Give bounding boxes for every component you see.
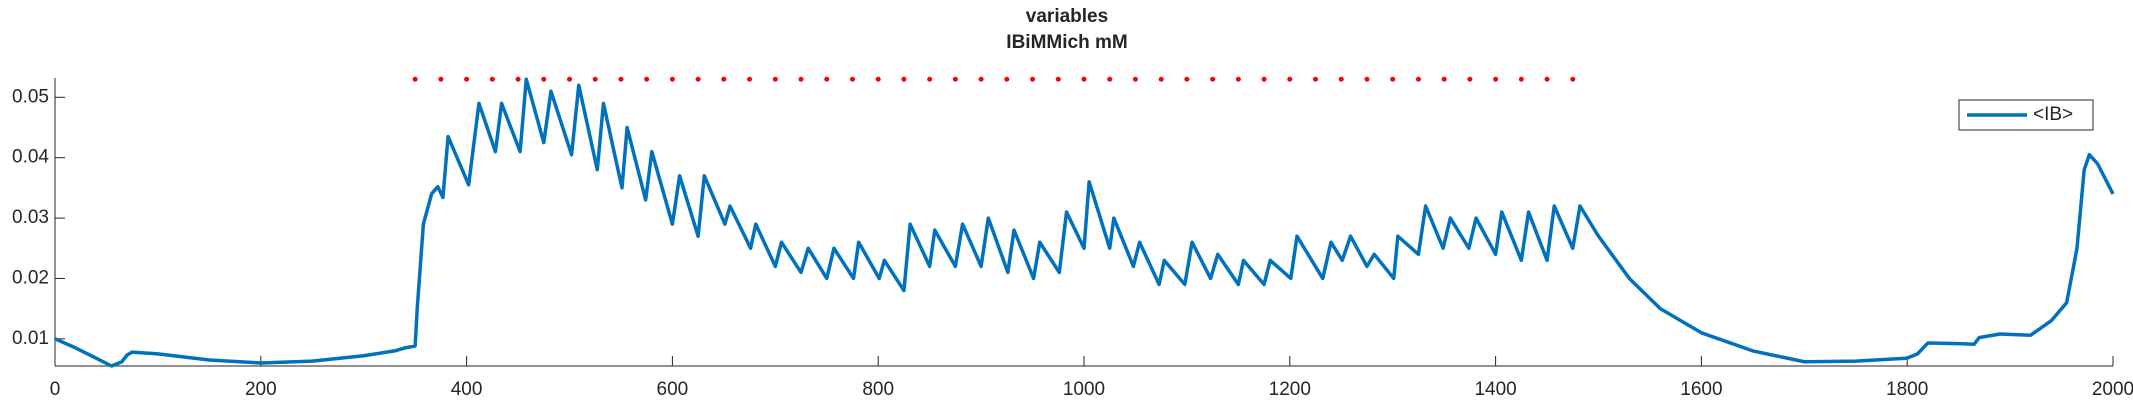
- marker-dot: [541, 76, 547, 82]
- marker-dot: [1261, 76, 1267, 82]
- marker-dot: [1055, 76, 1061, 82]
- marker-dot: [1493, 76, 1499, 82]
- x-tick-label: 0: [50, 379, 61, 400]
- marker-dot: [1467, 76, 1473, 82]
- marker-dot: [927, 76, 933, 82]
- marker-dot: [618, 76, 624, 82]
- marker-dot: [464, 76, 470, 82]
- y-tick-label: 0.04: [12, 147, 49, 168]
- marker-dot: [721, 76, 727, 82]
- x-tick-label: 1000: [1063, 379, 1105, 400]
- x-tick-label: 1600: [1680, 379, 1722, 400]
- marker-dot: [1364, 76, 1370, 82]
- marker-dot: [438, 76, 444, 82]
- marker-dot: [515, 76, 521, 82]
- marker-dot: [772, 76, 778, 82]
- marker-dot: [567, 76, 572, 82]
- marker-dot: [1313, 76, 1319, 82]
- marker-dot: [1518, 76, 1524, 82]
- marker-dot: [1081, 76, 1087, 82]
- x-tick-label: 1200: [1269, 379, 1311, 400]
- marker-dot: [489, 76, 495, 82]
- x-tick-label: 1400: [1474, 379, 1516, 400]
- marker-dot: [1415, 76, 1421, 82]
- marker-dot: [1210, 76, 1216, 82]
- marker-dot: [1158, 76, 1164, 82]
- chart-subtitle: IBiMMich mM: [1006, 32, 1127, 53]
- marker-dot: [1030, 76, 1036, 82]
- chart-title: variables: [1026, 6, 1108, 27]
- y-tick-label: 0.01: [12, 328, 49, 349]
- marker-dot: [1184, 76, 1190, 82]
- marker-dot: [1390, 76, 1396, 82]
- y-tick-label: 0.05: [12, 86, 49, 107]
- marker-dot: [952, 76, 958, 82]
- marker-dot: [747, 76, 753, 82]
- marker-dot: [1570, 76, 1576, 82]
- marker-dot: [669, 76, 675, 82]
- legend-label: <IB>: [2033, 104, 2073, 125]
- marker-dot: [798, 76, 804, 82]
- marker-dot: [1004, 76, 1010, 82]
- x-tick-label: 800: [862, 379, 894, 400]
- x-tick-label: 400: [451, 379, 483, 400]
- marker-dot: [849, 76, 855, 82]
- marker-dot: [901, 76, 907, 82]
- marker-dot: [592, 76, 598, 82]
- x-tick-label: 1800: [1886, 379, 1928, 400]
- x-tick-label: 2000: [2092, 379, 2133, 400]
- marker-dot: [824, 76, 830, 82]
- x-tick-label: 200: [245, 379, 277, 400]
- marker-dot: [875, 76, 881, 82]
- marker-dot: [1107, 76, 1113, 82]
- x-tick-label: 600: [657, 379, 689, 400]
- y-tick-label: 0.03: [12, 207, 49, 228]
- marker-dot: [1235, 76, 1241, 82]
- marker-dot: [1132, 76, 1138, 82]
- marker-dot: [1338, 76, 1344, 82]
- marker-dot: [412, 76, 418, 82]
- marker-dot: [1287, 76, 1293, 82]
- marker-dot: [978, 76, 984, 82]
- marker-dot: [1441, 76, 1447, 82]
- marker-dot: [644, 76, 650, 82]
- marker-dot: [1544, 76, 1550, 82]
- marker-dot: [695, 76, 701, 82]
- y-tick-label: 0.02: [12, 267, 49, 288]
- data-line: [54, 77, 2115, 368]
